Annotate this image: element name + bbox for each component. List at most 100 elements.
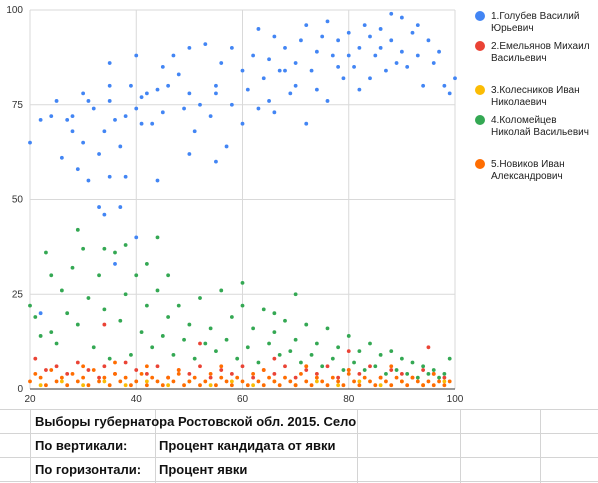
data-point xyxy=(229,383,234,388)
data-point xyxy=(134,379,139,384)
data-point xyxy=(81,246,86,251)
data-point xyxy=(245,383,250,388)
sheet-column-divider xyxy=(155,410,156,483)
data-point xyxy=(309,68,314,73)
scatter-chart: 20 40 60 80 100 0 25 50 75 100 1.Голубев Василий Ю… xyxy=(6,5,590,405)
data-point xyxy=(219,288,224,293)
legend: 1.Голубев Василий Юрьевич 2.Емельянов Миха… xyxy=(475,10,590,182)
data-point xyxy=(352,360,356,365)
data-point xyxy=(198,102,202,107)
data-point xyxy=(394,61,399,65)
data-point xyxy=(107,61,112,65)
data-point xyxy=(70,114,75,119)
data-point xyxy=(272,311,277,316)
data-point xyxy=(75,227,80,232)
data-point xyxy=(283,318,287,323)
data-point xyxy=(44,250,48,255)
data-point xyxy=(304,364,309,369)
data-point xyxy=(368,76,372,81)
data-point xyxy=(384,371,388,376)
data-point xyxy=(293,83,298,88)
data-point xyxy=(97,205,101,209)
data-point xyxy=(293,337,298,342)
data-point xyxy=(150,121,155,126)
data-point xyxy=(399,379,404,384)
data-point xyxy=(97,152,101,156)
data-point xyxy=(352,379,356,384)
data-point xyxy=(166,375,171,380)
horizontal-label[interactable]: По горизонтали: xyxy=(35,462,142,477)
data-point xyxy=(155,178,160,183)
data-point xyxy=(399,49,404,54)
vertical-label[interactable]: По вертикали: xyxy=(35,438,128,453)
data-point xyxy=(426,38,431,43)
data-point xyxy=(54,99,59,103)
data-point xyxy=(113,118,117,122)
data-point xyxy=(102,212,107,217)
data-point xyxy=(123,383,128,388)
data-point xyxy=(86,383,91,388)
data-point xyxy=(384,379,388,384)
data-point xyxy=(134,106,139,111)
data-point xyxy=(102,364,107,369)
data-point xyxy=(107,99,112,103)
data-point xyxy=(447,91,452,96)
data-point xyxy=(304,121,309,126)
legend-marker xyxy=(475,41,485,51)
data-point xyxy=(389,383,394,388)
data-point xyxy=(341,368,346,372)
data-point xyxy=(208,371,213,376)
series-1 xyxy=(28,11,457,316)
data-point xyxy=(288,379,293,384)
data-point xyxy=(251,53,256,58)
data-point xyxy=(267,57,271,62)
data-point xyxy=(272,356,277,361)
chart-caption[interactable]: Выборы губернатора Ростовской обл. 2015.… xyxy=(35,414,357,429)
data-point xyxy=(431,371,436,376)
data-point xyxy=(144,262,149,266)
data-point xyxy=(399,15,404,20)
data-point xyxy=(437,49,441,54)
data-point xyxy=(70,129,75,134)
data-point xyxy=(389,38,394,43)
data-point xyxy=(357,383,362,388)
data-point xyxy=(325,326,330,331)
data-point xyxy=(320,379,325,384)
data-point xyxy=(368,34,372,39)
data-point xyxy=(129,352,133,357)
data-point xyxy=(176,371,181,376)
data-point xyxy=(38,383,43,388)
data-point xyxy=(357,87,362,92)
data-point xyxy=(33,315,38,319)
horizontal-value[interactable]: Процент явки xyxy=(159,462,248,477)
data-point xyxy=(139,330,144,335)
legend-marker xyxy=(475,159,485,169)
data-point xyxy=(240,379,245,384)
data-point xyxy=(139,121,144,126)
data-point xyxy=(203,42,208,47)
data-point xyxy=(261,76,266,81)
legend-marker xyxy=(475,85,485,95)
data-point xyxy=(171,53,176,58)
data-point xyxy=(144,91,149,96)
data-point xyxy=(405,64,410,69)
data-point xyxy=(235,375,240,380)
data-point xyxy=(166,273,171,278)
data-point xyxy=(299,371,303,376)
data-point xyxy=(182,106,186,111)
data-point xyxy=(38,118,43,122)
data-point xyxy=(86,178,91,183)
data-point xyxy=(229,379,234,384)
data-point xyxy=(102,375,107,380)
data-point xyxy=(336,38,341,43)
data-point xyxy=(65,118,70,122)
data-point xyxy=(336,383,341,388)
data-point xyxy=(224,144,229,149)
data-point xyxy=(272,330,277,335)
data-point xyxy=(277,383,282,388)
data-point xyxy=(38,375,43,380)
legend-entry: 1.Голубев Василий Юрьевич xyxy=(491,10,579,34)
data-point xyxy=(437,375,441,380)
data-point xyxy=(394,375,399,380)
vertical-value[interactable]: Процент кандидата от явки xyxy=(159,438,336,453)
